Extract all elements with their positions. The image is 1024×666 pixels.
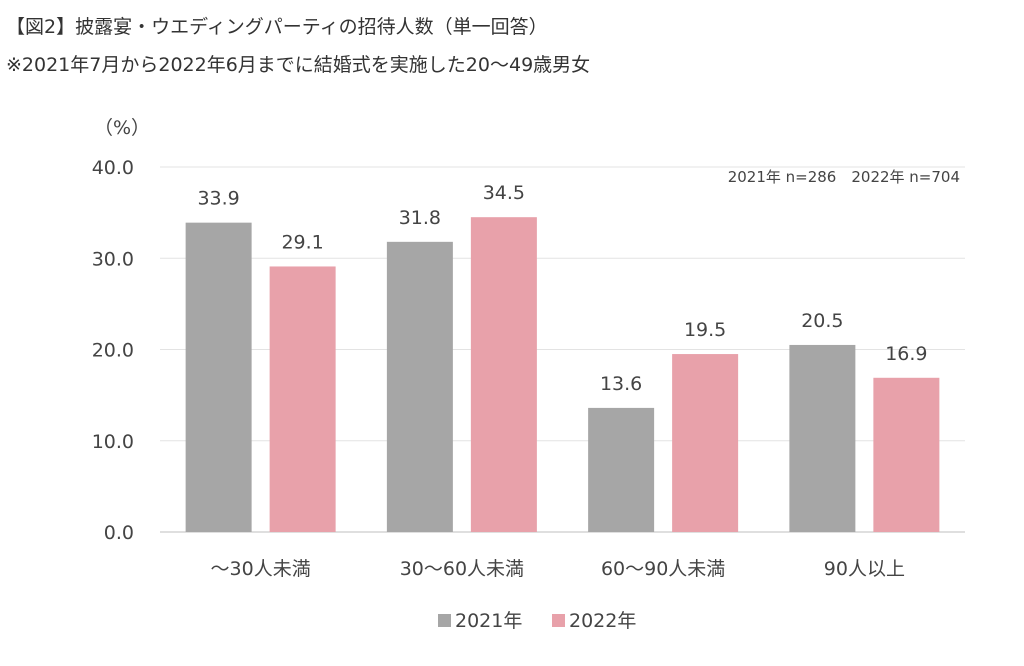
y-tick-label: 40.0 — [92, 157, 134, 179]
data-label: 29.1 — [281, 231, 323, 253]
data-label: 33.9 — [197, 188, 239, 210]
bar — [789, 344, 856, 532]
data-label: 34.5 — [483, 182, 525, 204]
x-axis-categories: 〜30人未満 30〜60人未満 60〜90人未満 90人以上 — [211, 558, 905, 580]
bar — [386, 241, 453, 532]
legend: 2021年 2022年 — [438, 610, 636, 632]
bar — [672, 354, 739, 532]
sample-size-note: 2021年 n=286 2022年 n=704 — [728, 168, 960, 186]
x-category-label: 〜30人未満 — [211, 558, 311, 580]
y-axis-ticks: 0.0 10.0 20.0 30.0 40.0 — [92, 157, 134, 544]
bar — [185, 222, 252, 532]
x-category-label: 30〜60人未満 — [400, 558, 524, 580]
legend-swatch — [552, 614, 565, 627]
chart-subtitle: ※2021年7月から2022年6月までに結婚式を実施した20〜49歳男女 — [6, 54, 591, 76]
bar — [873, 377, 940, 532]
y-tick-label: 30.0 — [92, 248, 134, 270]
data-label: 19.5 — [684, 319, 726, 341]
data-label: 13.6 — [600, 373, 642, 395]
legend-swatch — [438, 614, 451, 627]
y-tick-label: 20.0 — [92, 340, 134, 362]
x-category-label: 60〜90人未満 — [601, 558, 725, 580]
legend-label: 2021年 — [455, 610, 522, 632]
data-label: 20.5 — [801, 310, 843, 332]
data-label: 16.9 — [885, 343, 927, 365]
y-tick-label: 10.0 — [92, 431, 134, 453]
y-axis-unit: （%） — [94, 117, 150, 139]
y-tick-label: 0.0 — [104, 522, 134, 544]
chart-title: 【図2】披露宴・ウエディングパーティの招待人数（単一回答） — [6, 16, 548, 38]
legend-label: 2022年 — [569, 610, 636, 632]
data-labels: 33.9 29.1 31.8 34.5 13.6 19.5 20.5 16.9 — [197, 182, 927, 395]
bar — [269, 266, 336, 532]
x-category-label: 90人以上 — [824, 558, 905, 580]
bar — [588, 407, 655, 532]
data-label: 31.8 — [399, 207, 441, 229]
bar — [470, 217, 537, 532]
bars — [185, 217, 940, 532]
